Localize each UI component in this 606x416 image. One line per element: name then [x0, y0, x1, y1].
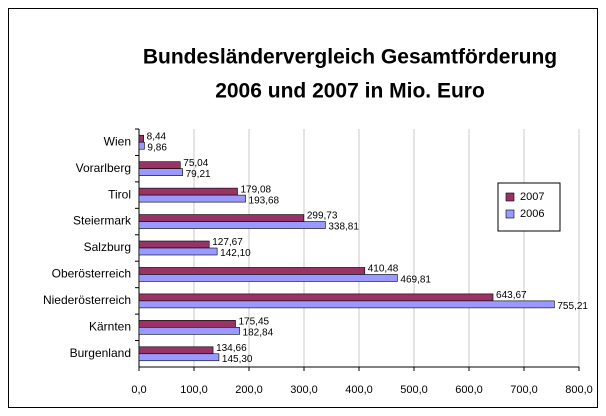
value-label: 410,48 — [368, 264, 399, 275]
value-label: 469,81 — [400, 275, 431, 286]
y-tick-label: Wien — [104, 134, 131, 148]
y-tick-label: Burgenland — [70, 346, 131, 360]
value-label: 9,86 — [147, 142, 167, 153]
bar — [138, 214, 305, 222]
y-tick-label: Niederösterreich — [43, 293, 131, 307]
value-label: 193,68 — [249, 195, 280, 206]
x-tick-label: 800,0 — [565, 384, 593, 396]
x-tick-label: 600,0 — [455, 384, 483, 396]
chart-title: Bundesländervergleich Gesamtförderung — [143, 46, 557, 69]
bar — [138, 134, 144, 143]
y-tick-label: Tirol — [108, 187, 131, 201]
legend-label: 2007 — [520, 191, 544, 203]
bar — [138, 353, 220, 362]
bar — [138, 300, 555, 309]
bar — [138, 221, 326, 229]
value-label: 179,08 — [240, 184, 271, 195]
value-label: 755,21 — [557, 301, 588, 312]
bar — [138, 267, 366, 275]
y-tick-label: Kärnten — [89, 320, 131, 334]
x-tick-label: 0,0 — [131, 384, 146, 396]
value-label: 79,21 — [186, 169, 211, 180]
y-tick-label: Oberösterreich — [52, 267, 131, 281]
bar — [138, 320, 236, 328]
value-label: 175,45 — [238, 316, 269, 327]
y-tick-label: Vorarlberg — [76, 161, 131, 175]
bar — [138, 187, 238, 196]
value-label: 127,67 — [212, 237, 243, 248]
legend-swatch — [505, 192, 515, 202]
value-label: 134,66 — [216, 343, 247, 354]
value-label: 299,73 — [307, 211, 338, 222]
y-tick-label: Steiermark — [73, 214, 132, 228]
legend-box — [497, 182, 561, 232]
x-tick-label: 500,0 — [400, 384, 428, 396]
x-tick-label: 400,0 — [345, 384, 373, 396]
bar — [138, 240, 210, 249]
legend-swatch — [505, 209, 515, 219]
x-tick-label: 100,0 — [180, 384, 208, 396]
value-label: 145,30 — [222, 354, 253, 365]
bar — [138, 161, 181, 169]
bar — [138, 274, 398, 282]
bar — [138, 293, 494, 302]
bar — [138, 346, 214, 355]
value-label: 338,81 — [328, 222, 359, 233]
value-label: 8,44 — [147, 131, 167, 142]
bar — [138, 168, 183, 176]
bar — [138, 247, 218, 256]
value-label: 643,67 — [496, 290, 527, 301]
value-label: 75,04 — [183, 158, 208, 169]
y-tick-label: Salzburg — [84, 240, 131, 254]
bar — [138, 194, 246, 203]
x-tick-label: 300,0 — [290, 384, 318, 396]
bar — [138, 327, 240, 335]
value-label: 182,84 — [243, 327, 274, 338]
legend-label: 2006 — [520, 208, 544, 220]
bar — [138, 141, 145, 150]
value-label: 142,10 — [220, 248, 251, 259]
chart-title: 2006 und 2007 in Mio. Euro — [215, 80, 485, 103]
x-tick-label: 200,0 — [235, 384, 263, 396]
x-tick-label: 700,0 — [510, 384, 538, 396]
